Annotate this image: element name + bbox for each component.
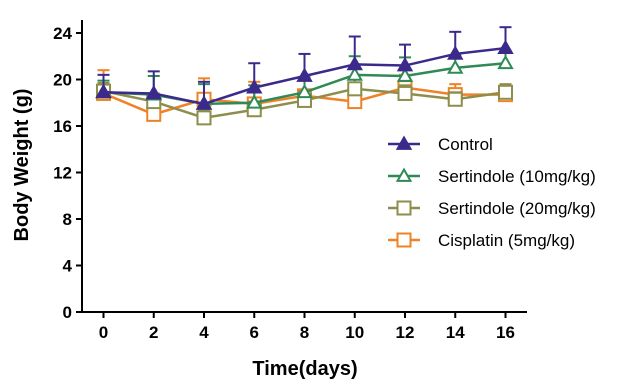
data-point — [296, 67, 313, 82]
x-tick-label: 8 — [300, 323, 309, 342]
y-tick-label: 16 — [53, 117, 72, 136]
data-point — [447, 45, 464, 60]
data-point — [347, 94, 363, 110]
data-point — [346, 66, 363, 81]
data-point — [95, 83, 112, 99]
legend-label: Control — [438, 135, 493, 154]
y-tick-label: 24 — [53, 24, 72, 43]
y-ticks: 0 4 8 12 16 20 24 — [53, 24, 82, 322]
x-ticks: 0 2 4 6 8 10 12 14 16 — [99, 312, 515, 342]
data-point — [498, 84, 513, 100]
legend-marker — [396, 232, 412, 248]
x-tick-label: 10 — [345, 323, 364, 342]
data-point — [397, 85, 413, 101]
x-tick-label: 12 — [396, 323, 415, 342]
legend-item: Control — [388, 135, 493, 154]
legend-item: Sertindole (20mg/kg) — [388, 199, 596, 218]
data-point — [447, 59, 464, 74]
data-point — [396, 67, 414, 82]
x-axis-title: Time(days) — [252, 358, 357, 380]
data-point — [396, 57, 414, 72]
series-0 — [95, 26, 514, 110]
legend-marker — [395, 135, 413, 150]
data-point — [296, 83, 313, 99]
legend-label: Cisplatin (5mg/kg) — [438, 231, 575, 250]
x-tick-label: 14 — [446, 323, 465, 342]
legend-label: Sertindole (10mg/kg) — [438, 167, 596, 186]
data-point — [145, 84, 162, 100]
data-point — [346, 55, 363, 71]
legend-item: Cisplatin (5mg/kg) — [388, 231, 575, 250]
data-point — [447, 91, 463, 107]
legend-item: Sertindole (10mg/kg) — [388, 167, 596, 186]
x-tick-label: 4 — [199, 323, 209, 342]
y-tick-label: 4 — [63, 257, 73, 276]
legend-marker — [396, 200, 412, 216]
y-tick-label: 8 — [63, 210, 72, 229]
data-point — [497, 54, 514, 70]
data-point — [246, 94, 263, 109]
x-tick-label: 2 — [149, 323, 158, 342]
y-tick-label: 0 — [63, 303, 72, 322]
x-tick-label: 16 — [496, 323, 515, 342]
data-point — [497, 39, 514, 54]
y-tick-label: 12 — [53, 164, 72, 183]
data-point — [196, 110, 212, 126]
y-tick-label: 20 — [53, 71, 72, 90]
legend-marker — [395, 167, 413, 182]
y-axis-title: Body Weight (g) — [11, 89, 33, 242]
data-point — [246, 79, 263, 94]
data-point — [195, 95, 213, 110]
x-tick-label: 6 — [250, 323, 259, 342]
legend: Control Sertindole (10mg/kg) Sertindole (2… — [388, 135, 596, 250]
data-point — [146, 106, 162, 122]
x-tick-label: 0 — [99, 323, 108, 342]
plot-area — [95, 26, 514, 126]
legend-label: Sertindole (20mg/kg) — [438, 199, 596, 218]
data-point — [347, 81, 363, 97]
